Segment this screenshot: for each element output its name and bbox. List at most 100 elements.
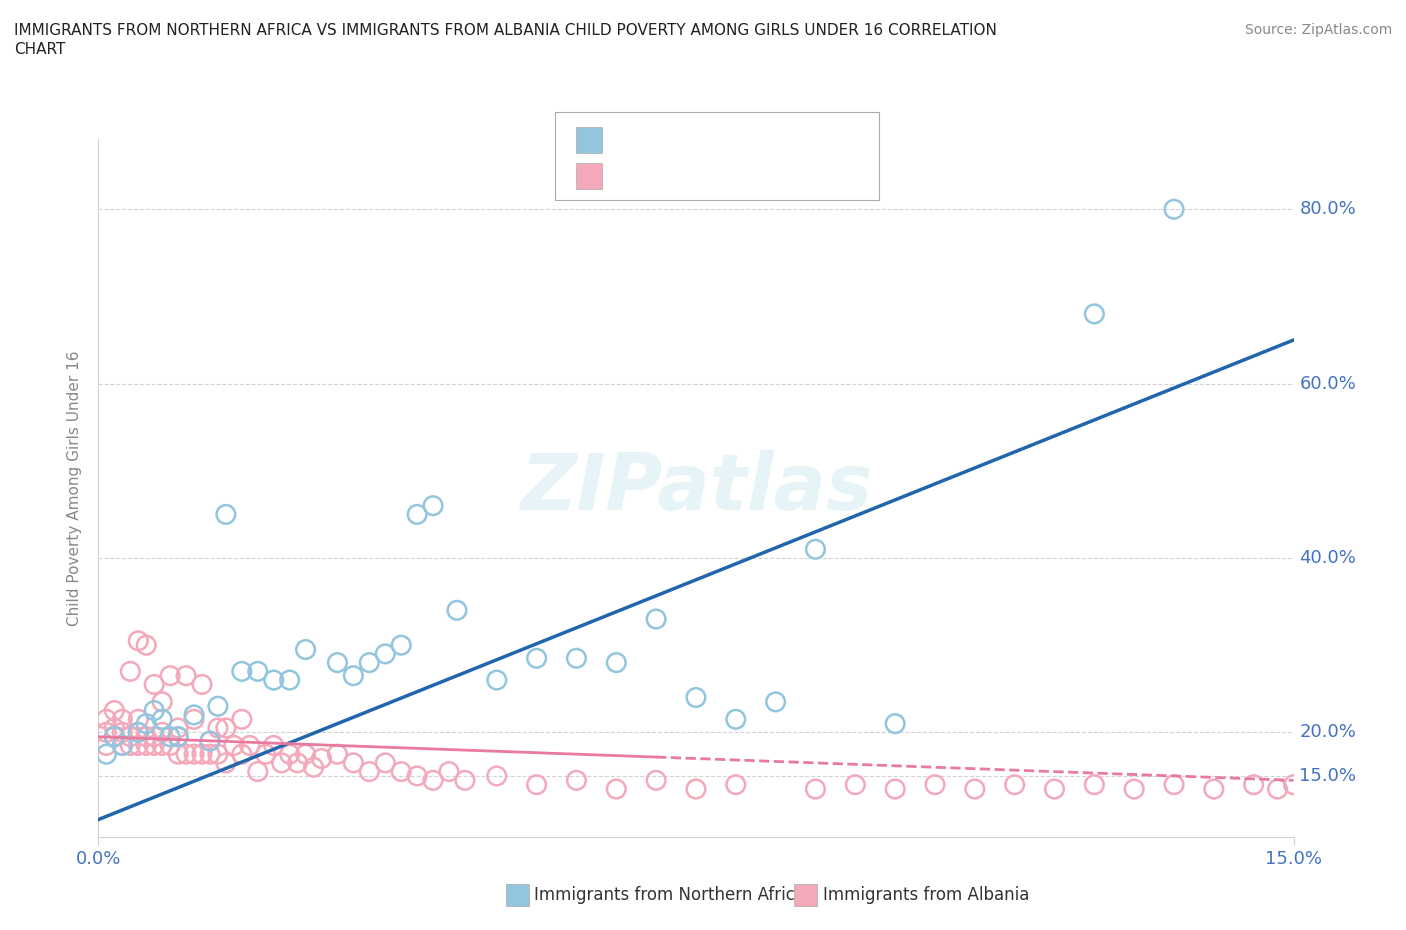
- Text: R =  0.692   N = 38: R = 0.692 N = 38: [613, 131, 775, 149]
- Point: [207, 721, 229, 736]
- Point: [127, 738, 149, 753]
- Point: [422, 498, 444, 513]
- Point: [422, 773, 444, 788]
- Point: [215, 507, 238, 522]
- Point: [150, 695, 173, 710]
- Point: [605, 655, 627, 670]
- Text: IMMIGRANTS FROM NORTHERN AFRICA VS IMMIGRANTS FROM ALBANIA CHILD POVERTY AMONG G: IMMIGRANTS FROM NORTHERN AFRICA VS IMMIG…: [14, 23, 997, 38]
- Point: [111, 738, 134, 753]
- Text: R = -0.134   N = 91: R = -0.134 N = 91: [613, 166, 776, 184]
- Point: [724, 711, 747, 726]
- Point: [183, 711, 205, 726]
- Point: [326, 747, 349, 762]
- Point: [183, 708, 205, 723]
- Point: [844, 777, 866, 792]
- Point: [198, 734, 221, 749]
- Point: [239, 738, 262, 753]
- Text: CHART: CHART: [14, 42, 66, 57]
- Point: [231, 747, 253, 762]
- Point: [127, 633, 149, 648]
- Point: [287, 755, 309, 770]
- Point: [143, 738, 166, 753]
- Point: [263, 738, 285, 753]
- Point: [120, 664, 142, 679]
- Point: [446, 603, 468, 618]
- Y-axis label: Child Poverty Among Girls Under 16: Child Poverty Among Girls Under 16: [67, 351, 83, 626]
- Point: [326, 655, 349, 670]
- Point: [1386, 781, 1406, 796]
- Point: [765, 695, 787, 710]
- Point: [96, 747, 118, 762]
- Point: [884, 781, 907, 796]
- Point: [1163, 202, 1185, 217]
- Point: [174, 669, 197, 684]
- Point: [222, 738, 245, 753]
- Point: [302, 760, 325, 775]
- Point: [198, 747, 221, 762]
- Point: [454, 773, 477, 788]
- Point: [135, 716, 157, 731]
- Point: [143, 703, 166, 718]
- Point: [150, 711, 173, 726]
- Point: [342, 669, 364, 684]
- Point: [246, 664, 269, 679]
- Point: [374, 646, 396, 661]
- Point: [159, 738, 181, 753]
- Point: [231, 711, 253, 726]
- Point: [135, 638, 157, 653]
- Point: [374, 755, 396, 770]
- Point: [1043, 781, 1066, 796]
- Point: [884, 716, 907, 731]
- Point: [120, 729, 142, 744]
- Point: [135, 729, 157, 744]
- Point: [127, 725, 149, 740]
- Point: [526, 651, 548, 666]
- Point: [215, 755, 238, 770]
- Point: [127, 725, 149, 740]
- Point: [96, 725, 118, 740]
- Point: [215, 721, 238, 736]
- Point: [150, 738, 173, 753]
- Point: [150, 725, 173, 740]
- Point: [1123, 781, 1146, 796]
- Point: [96, 711, 118, 726]
- Point: [724, 777, 747, 792]
- Text: Source: ZipAtlas.com: Source: ZipAtlas.com: [1244, 23, 1392, 37]
- Point: [406, 768, 429, 783]
- Point: [159, 729, 181, 744]
- Point: [1402, 777, 1406, 792]
- Point: [804, 781, 827, 796]
- Point: [1083, 777, 1105, 792]
- Point: [1322, 777, 1344, 792]
- Point: [389, 764, 412, 779]
- Point: [135, 738, 157, 753]
- Point: [270, 755, 292, 770]
- Point: [111, 738, 134, 753]
- Point: [103, 729, 125, 744]
- Point: [1346, 781, 1368, 796]
- Point: [159, 669, 181, 684]
- Point: [526, 777, 548, 792]
- Point: [103, 729, 125, 744]
- Point: [191, 747, 214, 762]
- Point: [183, 747, 205, 762]
- Point: [207, 698, 229, 713]
- Point: [485, 768, 508, 783]
- Point: [246, 764, 269, 779]
- Point: [685, 781, 707, 796]
- Point: [1362, 777, 1385, 792]
- Point: [278, 747, 301, 762]
- Point: [111, 725, 134, 740]
- Point: [804, 542, 827, 557]
- Text: ZIPatlas: ZIPatlas: [520, 450, 872, 526]
- Point: [167, 729, 190, 744]
- Text: Immigrants from Northern Africa: Immigrants from Northern Africa: [534, 885, 806, 904]
- Point: [127, 711, 149, 726]
- Point: [645, 612, 668, 627]
- Point: [1243, 777, 1265, 792]
- Point: [231, 664, 253, 679]
- Point: [294, 747, 316, 762]
- Point: [359, 655, 381, 670]
- Point: [120, 738, 142, 753]
- Point: [485, 672, 508, 687]
